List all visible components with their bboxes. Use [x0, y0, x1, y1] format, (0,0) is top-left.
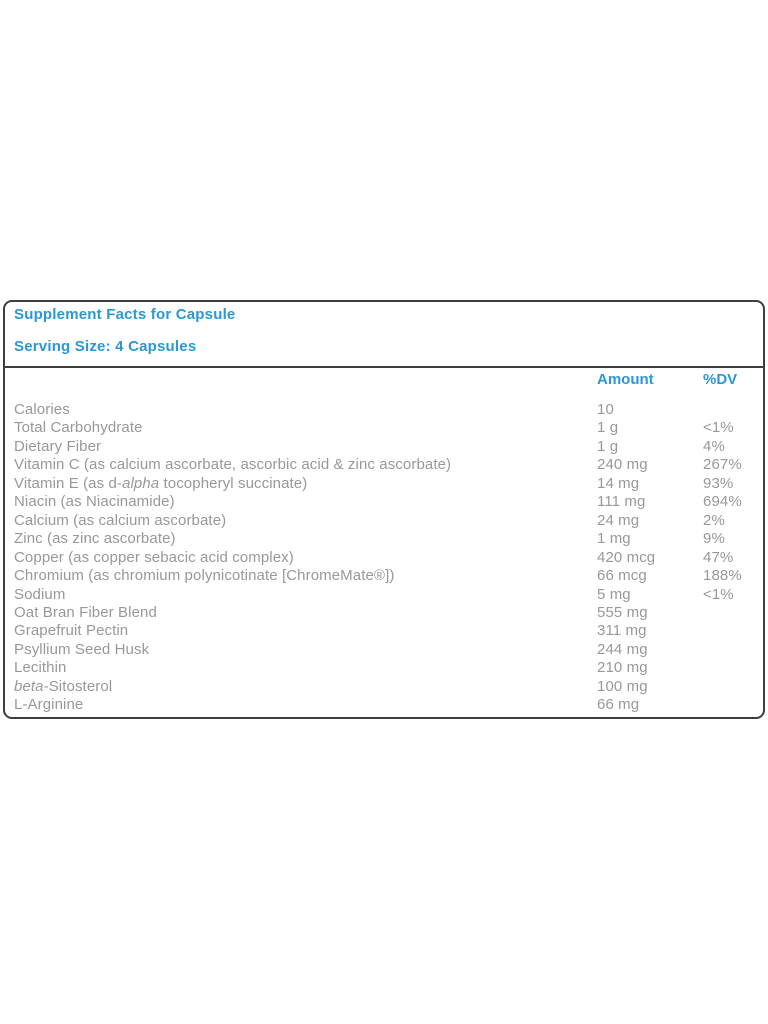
nutrient-dv [703, 696, 763, 714]
table-row: Lecithin 210 mg [14, 659, 763, 677]
table-row: Sodium 5 mg <1% [14, 586, 763, 604]
nutrient-amount: 244 mg [597, 640, 648, 658]
nutrient-name: Grapefruit Pectin [14, 622, 129, 640]
nutrient-dv: 267% [703, 456, 742, 474]
nutrient-name-cell: Dietary Fiber [14, 438, 597, 456]
nutrient-name-cell: Calcium (as calcium ascorbate) [14, 512, 597, 530]
table-row: Calcium (as calcium ascorbate) 24 mg 2% [14, 512, 763, 530]
nutrient-dv [703, 622, 763, 640]
table-row: Grapefruit Pectin 311 mg [14, 622, 763, 640]
nutrient-name: Vitamin C (as calcium ascorbate, ascorbi… [14, 456, 452, 474]
column-header-row: Amount %DV [5, 368, 763, 401]
nutrient-amount: 111 mg [597, 493, 646, 511]
table-row: Total Carbohydrate 1 g <1% [14, 419, 763, 437]
nutrient-name: Niacin (as Niacinamide) [14, 493, 175, 511]
nutrient-amount: 100 mg [597, 677, 648, 695]
nutrient-name-cell: Total Carbohydrate [14, 419, 597, 437]
nutrient-dv: 694% [703, 493, 742, 511]
nutrient-name: Zinc (as zinc ascorbate) [14, 530, 176, 548]
table-row: Calories 10 [14, 401, 763, 419]
nutrient-dv: <1% [703, 585, 734, 603]
nutrient-name: Vitamin E (as d- [14, 474, 123, 492]
nutrient-name: L-Arginine [14, 696, 84, 714]
nutrient-dv [703, 401, 763, 419]
nutrient-dv: 188% [703, 567, 742, 585]
table-row: Copper (as copper sebacic acid complex) … [14, 549, 763, 567]
table-row: Psyllium Seed Husk 244 mg [14, 641, 763, 659]
nutrient-name: Chromium (as chromium polynicotinate [Ch… [14, 567, 395, 585]
table-row: Dietary Fiber 1 g 4% [14, 438, 763, 456]
nutrient-amount: 14 mg [597, 474, 640, 492]
panel-header: Supplement Facts for Capsule Serving Siz… [5, 302, 763, 368]
nutrient-name-cell: Niacin (as Niacinamide) [14, 493, 597, 511]
nutrient-amount: 10 [597, 401, 614, 418]
serving-size: Serving Size: 4 Capsules [14, 338, 197, 355]
nutrient-name-cell: Psyllium Seed Husk [14, 641, 597, 659]
table-row: Oat Bran Fiber Blend 555 mg [14, 604, 763, 622]
nutrient-name-cell: Sodium [14, 586, 597, 604]
nutrient-amount: 66 mcg [597, 567, 647, 585]
nutrient-name-italic: beta [14, 677, 44, 695]
nutrient-name: Total Carbohydrate [14, 419, 143, 437]
nutrient-dv [703, 678, 763, 696]
nutrient-name-cell: Vitamin E (as d-alpha tocopheryl succina… [14, 475, 597, 493]
nutrient-name: Oat Bran Fiber Blend [14, 603, 157, 621]
nutrient-amount: 555 mg [597, 603, 648, 621]
nutrient-amount: 210 mg [597, 659, 648, 677]
table-row: Niacin (as Niacinamide) 111 mg 694% [14, 493, 763, 511]
nutrient-name-cell: Grapefruit Pectin [14, 622, 597, 640]
nutrient-name: Dietary Fiber [14, 437, 102, 455]
nutrient-name: Lecithin [14, 659, 67, 677]
nutrient-dv: 9% [703, 530, 725, 548]
nutrient-amount: 66 mg [597, 696, 640, 714]
nutrient-dv: <1% [703, 419, 734, 437]
nutrient-name-cell: Oat Bran Fiber Blend [14, 604, 597, 622]
nutrient-dv: 47% [703, 548, 734, 566]
nutrient-name-cell: Zinc (as zinc ascorbate) [14, 530, 597, 548]
nutrient-dv: 93% [703, 474, 734, 492]
amount-column-header: Amount [597, 371, 654, 388]
table-row: beta-Sitosterol 100 mg [14, 678, 763, 696]
nutrient-dv [703, 604, 763, 622]
table-row: Zinc (as zinc ascorbate) 1 mg 9% [14, 530, 763, 548]
nutrient-name-cell: Vitamin C (as calcium ascorbate, ascorbi… [14, 456, 597, 474]
nutrient-amount: 1 g [597, 419, 619, 437]
nutrient-name-italic: alpha [122, 474, 160, 492]
nutrient-name-rest: tocopheryl succinate) [159, 474, 308, 492]
nutrient-name: Psyllium Seed Husk [14, 640, 150, 658]
table-row: L-Arginine 66 mg [14, 696, 763, 714]
nutrient-name-cell: Copper (as copper sebacic acid complex) [14, 549, 597, 567]
nutrient-name-cell: beta-Sitosterol [14, 678, 597, 696]
nutrient-amount: 5 mg [597, 585, 631, 603]
nutrient-dv: 4% [703, 437, 725, 455]
nutrient-dv [703, 659, 763, 677]
nutrient-amount: 240 mg [597, 456, 648, 474]
dv-column-header: %DV [703, 371, 738, 388]
table-row: Vitamin E (as d-alpha tocopheryl succina… [14, 475, 763, 493]
nutrient-name: Copper (as copper sebacic acid complex) [14, 548, 294, 566]
nutrient-name-cell: L-Arginine [14, 696, 597, 714]
nutrient-name-cell: Calories [14, 401, 597, 419]
nutrient-dv [703, 641, 763, 659]
supplement-facts-panel: Supplement Facts for Capsule Serving Siz… [3, 300, 765, 719]
nutrient-name-cell: Chromium (as chromium polynicotinate [Ch… [14, 567, 597, 585]
nutrient-name: Calcium (as calcium ascorbate) [14, 511, 227, 529]
nutrient-dv: 2% [703, 511, 725, 529]
nutrient-amount: 420 mcg [597, 548, 656, 566]
table-row: Vitamin C (as calcium ascorbate, ascorbi… [14, 456, 763, 474]
panel-title: Supplement Facts for Capsule [14, 306, 236, 323]
nutrient-rows: Calories 10 Total Carbohydrate 1 g <1% D… [5, 401, 763, 715]
nutrient-amount: 311 mg [597, 622, 647, 640]
nutrient-name-rest: -Sitosterol [43, 677, 113, 695]
nutrient-amount: 1 mg [597, 530, 631, 548]
nutrient-amount: 1 g [597, 437, 619, 455]
table-row: Chromium (as chromium polynicotinate [Ch… [14, 567, 763, 585]
nutrient-name: Calories [14, 401, 70, 418]
nutrient-amount: 24 mg [597, 511, 640, 529]
nutrient-name-cell: Lecithin [14, 659, 597, 677]
nutrient-name: Sodium [14, 585, 66, 603]
